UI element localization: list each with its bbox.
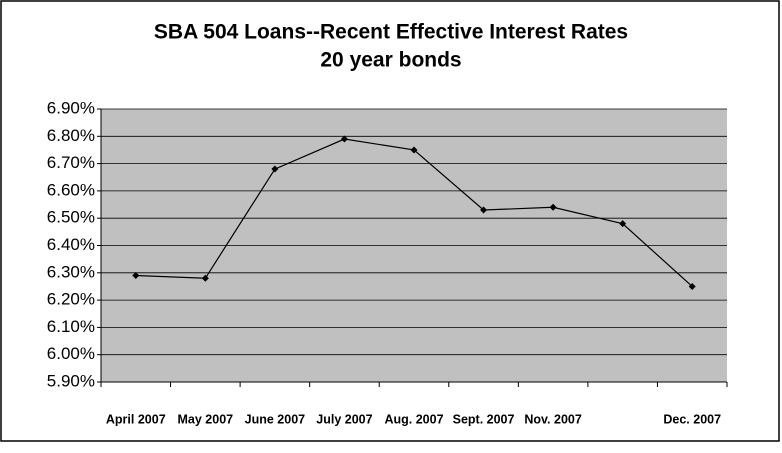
y-tick-label: 6.40% — [47, 235, 95, 254]
data-point — [688, 282, 696, 290]
x-tick-label: May 2007 — [178, 412, 234, 426]
y-tick-label: 6.90% — [47, 98, 95, 117]
y-tick-label: 6.60% — [47, 180, 95, 199]
x-tick-label: Nov. 2007 — [524, 412, 581, 426]
x-tick-label: Dec. 2007 — [663, 412, 721, 426]
y-tick-label: 6.50% — [47, 208, 95, 227]
x-tick-label: Sept. 2007 — [453, 412, 515, 426]
data-point — [619, 220, 627, 228]
y-tick-label: 6.00% — [47, 344, 95, 363]
y-tick-label: 6.70% — [47, 153, 95, 172]
data-point — [340, 135, 348, 143]
x-tick-label: June 2007 — [245, 412, 306, 426]
chart-title: SBA 504 Loans--Recent Effective Interest… — [154, 21, 628, 44]
data-point — [410, 146, 418, 154]
data-point — [480, 206, 488, 214]
data-point — [549, 203, 557, 211]
data-point — [132, 272, 140, 280]
y-tick-label: 5.90% — [47, 371, 95, 390]
x-tick-label: Aug. 2007 — [384, 412, 443, 426]
data-point — [201, 274, 209, 282]
y-tick-label: 6.30% — [47, 262, 95, 281]
chart-subtitle: 20 year bonds — [320, 49, 461, 72]
x-tick-label: April 2007 — [106, 412, 166, 426]
y-tick-label: 6.20% — [47, 290, 95, 309]
y-tick-label: 6.80% — [47, 126, 95, 145]
x-tick-label: July 2007 — [316, 412, 372, 426]
data-point — [271, 165, 279, 173]
y-tick-label: 6.10% — [47, 317, 95, 336]
